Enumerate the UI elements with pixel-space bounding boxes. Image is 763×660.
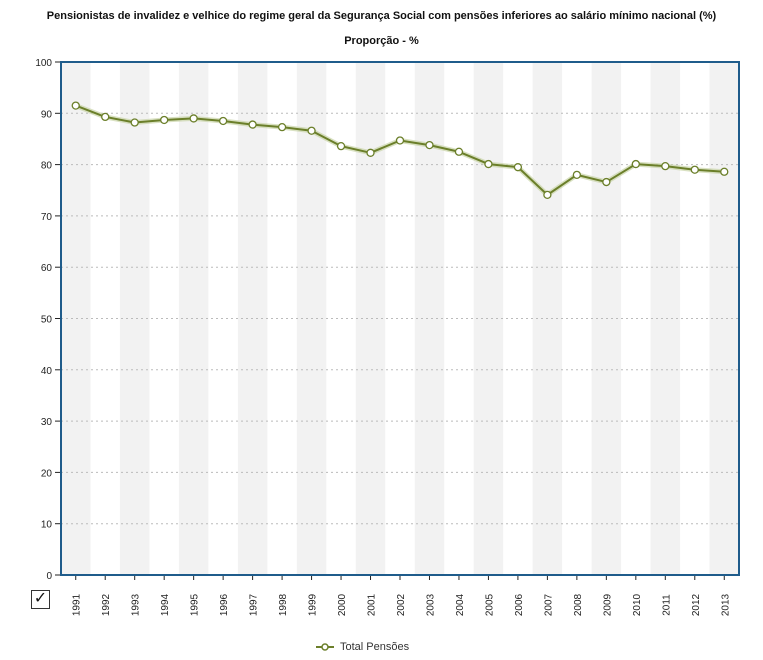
gridlines xyxy=(61,112,739,525)
x-tick-label: 2002 xyxy=(396,593,407,616)
x-axis: 1991 1992 1993 1994 1995 1996 1997 1998 1999 2000… xyxy=(72,575,731,616)
x-tick-label: 2006 xyxy=(514,593,525,616)
x-tick-label: 1992 xyxy=(101,593,112,616)
data-point xyxy=(336,141,346,151)
x-tick-label: 1995 xyxy=(190,593,201,616)
data-point xyxy=(160,115,169,125)
data-point xyxy=(454,147,464,156)
legend-label: Total Pensões xyxy=(340,641,410,653)
chart-subtitle: Proporção - % xyxy=(344,35,419,47)
data-point xyxy=(307,126,316,135)
data-point xyxy=(543,190,552,200)
series-layer xyxy=(71,101,729,200)
y-tick-label: 90 xyxy=(41,109,53,120)
x-tick-label: 2011 xyxy=(661,594,672,616)
data-point xyxy=(130,118,139,127)
category-band xyxy=(355,62,386,575)
x-tick-label: 1993 xyxy=(131,593,142,616)
y-tick-label: 0 xyxy=(46,571,52,582)
x-tick-label: 2005 xyxy=(484,593,495,616)
x-tick-label: 1991 xyxy=(72,593,83,616)
x-tick-label: 1999 xyxy=(308,593,319,616)
x-tick-label: 2003 xyxy=(425,593,436,616)
category-band xyxy=(473,62,504,575)
data-point xyxy=(248,120,257,129)
y-tick-label: 80 xyxy=(41,161,53,172)
category-band xyxy=(61,62,91,575)
data-point xyxy=(395,136,405,145)
series-toggle-checkbox[interactable]: ✓ xyxy=(31,590,50,609)
y-axis: 0 10 20 30 40 50 60 70 80 90 100 xyxy=(35,58,61,582)
data-point xyxy=(277,123,287,132)
data-point xyxy=(484,159,493,169)
data-point xyxy=(631,159,640,169)
data-point xyxy=(690,165,699,174)
data-point xyxy=(189,114,198,123)
y-tick-label: 20 xyxy=(41,468,53,479)
plot-frame xyxy=(60,61,740,576)
x-tick-label: 1997 xyxy=(249,593,260,616)
category-band xyxy=(178,62,209,575)
x-tick-label: 2009 xyxy=(602,593,613,616)
data-point xyxy=(720,167,729,176)
category-band xyxy=(414,62,445,575)
x-tick-label: 2007 xyxy=(543,593,554,616)
y-tick-label: 40 xyxy=(41,366,53,377)
x-tick-label: 2013 xyxy=(720,593,731,616)
data-point xyxy=(218,116,228,126)
y-tick-label: 50 xyxy=(41,315,53,326)
data-point xyxy=(71,101,80,110)
y-tick-label: 30 xyxy=(41,417,53,428)
y-tick-label: 10 xyxy=(41,520,53,531)
data-point xyxy=(661,161,670,171)
x-tick-label: 1998 xyxy=(278,593,289,616)
category-band xyxy=(650,62,681,575)
chart-title: Pensionistas de invalidez e velhice do r… xyxy=(46,10,717,22)
category-band xyxy=(119,62,150,575)
x-tick-label: 2010 xyxy=(632,593,643,616)
x-tick-label: 2012 xyxy=(691,593,702,616)
legend[interactable]: Total Pensões xyxy=(316,641,409,653)
x-tick-label: 1994 xyxy=(160,593,171,616)
x-tick-label: 2001 xyxy=(367,593,378,616)
x-tick-label: 2008 xyxy=(573,593,584,616)
y-tick-label: 70 xyxy=(41,212,53,223)
data-point xyxy=(425,140,434,150)
x-tick-label: 2000 xyxy=(337,593,348,616)
data-point xyxy=(366,148,375,157)
x-tick-label: 1996 xyxy=(219,593,230,616)
data-point xyxy=(513,163,523,172)
series-line xyxy=(75,104,725,196)
legend-marker-icon xyxy=(316,643,334,651)
y-tick-label: 60 xyxy=(41,263,53,274)
category-band xyxy=(709,62,739,575)
x-tick-label: 2004 xyxy=(455,593,466,616)
data-point xyxy=(101,112,110,122)
y-tick-label: 100 xyxy=(35,58,52,69)
data-point xyxy=(572,170,582,180)
data-point xyxy=(602,177,611,187)
